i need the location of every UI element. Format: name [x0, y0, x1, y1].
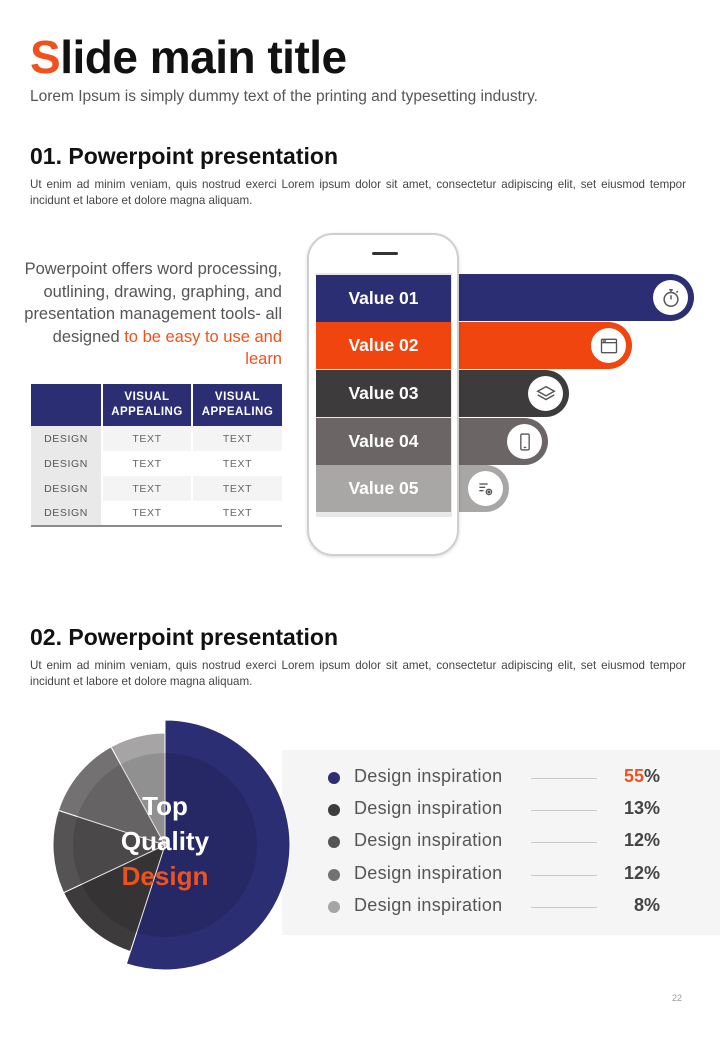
section1-body: Ut enim ad minim veniam, quis nostrud ex… — [30, 178, 686, 207]
legend-value: 13% — [624, 798, 660, 819]
pie-slice-2 — [62, 844, 166, 953]
value-label-02: Value 02 — [316, 322, 451, 369]
pie-slice-5 — [110, 732, 166, 846]
section2-heading: 02. Powerpoint presentation — [30, 624, 338, 650]
table-row: DESIGN TEXT TEXT — [31, 451, 282, 476]
legend-item: Design inspiration 55% — [328, 766, 660, 790]
intro-text: Powerpoint offers word processing, outli… — [24, 260, 282, 346]
smartphone-icon — [507, 424, 542, 459]
value-label-05: Value 05 — [316, 465, 451, 512]
legend-divider — [531, 842, 597, 843]
table-row: DESIGN TEXT TEXT — [31, 476, 282, 501]
legend-divider — [531, 810, 597, 811]
legend-divider — [531, 778, 597, 779]
layers-icon — [528, 376, 563, 411]
table-row: DESIGN TEXT TEXT — [31, 426, 282, 451]
settings-list-icon — [468, 471, 503, 506]
legend-item: Design inspiration 8% — [328, 895, 660, 919]
title-rest: lide main title — [60, 31, 347, 83]
pie-slice-4 — [57, 746, 167, 846]
table-cell: TEXT — [101, 451, 192, 476]
table-cell: TEXT — [191, 501, 282, 527]
page-number: 22 — [672, 993, 683, 1003]
legend-value-number: 8 — [633, 895, 644, 915]
stopwatch-icon — [653, 280, 688, 315]
table-cell: TEXT — [191, 426, 282, 451]
table-row-header: DESIGN — [31, 476, 102, 501]
legend-value-number: 55 — [623, 766, 644, 786]
legend-label: Design inspiration — [354, 798, 503, 818]
legend-item: Design inspiration 13% — [328, 798, 660, 822]
legend-value-unit: % — [643, 766, 660, 786]
legend-value-number: 12 — [623, 830, 644, 850]
table-header-cell: VISUAL APPEALING — [191, 384, 282, 426]
browser-window-icon — [591, 328, 626, 363]
table-header-row: VISUAL APPEALING VISUAL APPEALING — [31, 384, 282, 426]
pie-inner-ring — [73, 753, 257, 937]
table-row-header: DESIGN — [31, 501, 102, 527]
table-row-header: DESIGN — [31, 451, 102, 476]
legend-label: Design inspiration — [354, 830, 503, 850]
legend-dot — [328, 772, 340, 784]
legend-panel — [282, 750, 720, 935]
table-header-cell — [31, 384, 102, 426]
pie-label-line2: Quality — [120, 826, 210, 856]
pie-slice-1 — [125, 719, 291, 971]
legend-value-number: 13 — [623, 798, 644, 818]
legend-value: 55% — [624, 766, 660, 787]
table-cell: TEXT — [101, 476, 192, 501]
legend-label: Design inspiration — [354, 895, 503, 915]
table-cell: TEXT — [101, 426, 192, 451]
legend-value-number: 12 — [623, 863, 644, 883]
pie-center-label: Top Quality Design — [80, 789, 250, 894]
legend-item: Design inspiration 12% — [328, 830, 660, 854]
legend-divider — [531, 875, 597, 876]
intro-paragraph: Powerpoint offers word processing, outli… — [22, 258, 282, 371]
pie-chart — [52, 719, 291, 971]
table-row-header: DESIGN — [31, 426, 102, 451]
legend-dot — [328, 804, 340, 816]
value-bar-01 — [420, 274, 694, 321]
pie-label-line3: Design — [121, 861, 209, 891]
pie-slice-3 — [52, 809, 167, 894]
title-first-letter: S — [30, 31, 61, 83]
legend-value: 8% — [634, 895, 660, 916]
legend-dot — [328, 836, 340, 848]
pie-label-line1: Top — [142, 791, 188, 821]
table-cell: TEXT — [101, 501, 192, 527]
legend-value: 12% — [624, 830, 660, 851]
slide-title: Slide main title — [30, 30, 347, 84]
section1-heading: 01. Powerpoint presentation — [30, 143, 338, 169]
intro-highlight: to be easy to use and learn — [124, 327, 282, 369]
table-cell: TEXT — [191, 476, 282, 501]
value-label-01: Value 01 — [316, 275, 451, 322]
legend-dot — [328, 901, 340, 913]
legend-value: 12% — [624, 863, 660, 884]
value-label-04: Value 04 — [316, 418, 451, 465]
comparison-table: VISUAL APPEALING VISUAL APPEALING DESIGN… — [31, 384, 282, 527]
legend-divider — [531, 907, 597, 908]
legend-value-unit: % — [643, 798, 660, 818]
table-header-cell: VISUAL APPEALING — [101, 384, 192, 426]
table-cell: TEXT — [191, 451, 282, 476]
legend-value-unit: % — [643, 863, 660, 883]
section2-body: Ut enim ad minim veniam, quis nostrud ex… — [30, 659, 686, 688]
slide-subtitle: Lorem Ipsum is simply dummy text of the … — [30, 88, 538, 105]
legend-dot — [328, 869, 340, 881]
value-label-03: Value 03 — [316, 370, 451, 417]
legend-value-unit: % — [643, 830, 660, 850]
legend-value-unit: % — [643, 895, 660, 915]
legend-label: Design inspiration — [354, 766, 503, 786]
table-row: DESIGN TEXT TEXT — [31, 501, 282, 527]
legend-label: Design inspiration — [354, 863, 503, 883]
phone-speaker — [372, 252, 398, 255]
legend-item: Design inspiration 12% — [328, 863, 660, 887]
